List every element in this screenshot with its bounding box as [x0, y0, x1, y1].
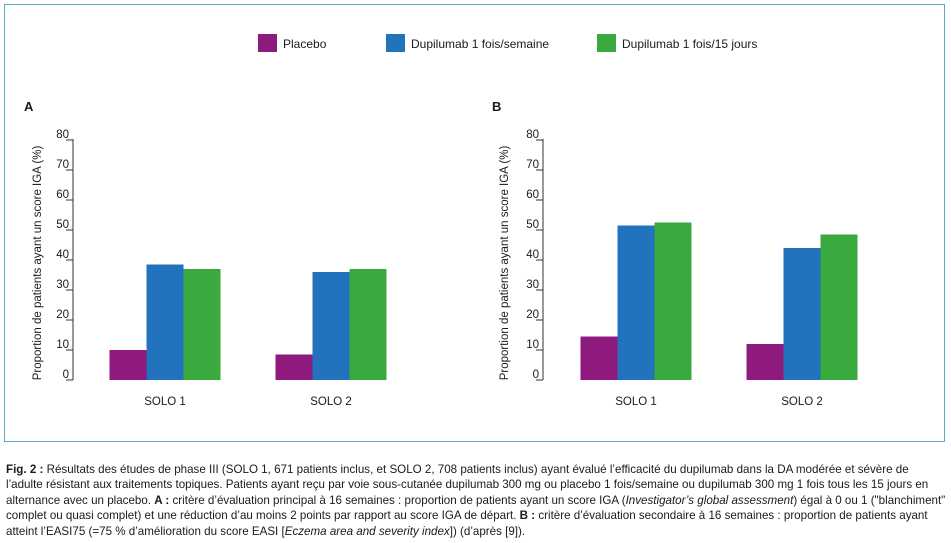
caption-text-2: critère d’évaluation principal à 16 sema… — [169, 493, 626, 507]
x-category-label: SOLO 2 — [781, 396, 823, 408]
caption-text-1: Résultats des études de phase III (SOLO … — [6, 463, 929, 507]
y-tick-label: 50 — [56, 219, 69, 231]
figure-chart: Placebo Dupilumab 1 fois/semaine Dupilumab… — [24, 34, 858, 408]
bar-solo2-series2 — [783, 248, 821, 380]
y-axis-title: Proportion de patients ayant un score IG… — [499, 146, 511, 381]
caption-text-4: critère d’évaluation secondaire à 16 sem… — [6, 509, 928, 538]
y-tick-label: 30 — [56, 279, 69, 291]
panel-a: A Proportion de patients ayant un score I… — [24, 99, 387, 408]
bar-solo1-series2 — [617, 225, 655, 380]
y-axis-title: Proportion de patients ayant un score IG… — [32, 146, 44, 381]
y-tick-label: 70 — [526, 159, 539, 171]
caption-label: Fig. 2 : — [6, 463, 44, 476]
y-tick-label: 50 — [526, 219, 539, 231]
panel-label: B — [492, 99, 501, 114]
y-tick-label: 40 — [56, 249, 69, 261]
caption-iga-definition: Investigator’s global assessment — [625, 493, 794, 507]
y-tick-label: 70 — [56, 159, 69, 171]
bar-solo2-series1 — [746, 344, 784, 380]
x-category-label: SOLO 2 — [310, 396, 352, 408]
legend-swatch-2 — [386, 34, 405, 52]
x-category-label: SOLO 1 — [144, 396, 186, 408]
bar-solo2-series3 — [349, 269, 387, 380]
y-tick-label: 80 — [56, 129, 69, 141]
legend-swatch-3 — [597, 34, 616, 52]
y-tick-label: 60 — [56, 189, 69, 201]
y-tick-label: 20 — [56, 309, 69, 321]
figure-frame — [4, 4, 945, 442]
panel-label: A — [24, 99, 34, 114]
y-tick-label: 10 — [56, 339, 69, 351]
bar-solo1-series1 — [109, 350, 147, 380]
y-tick-label: 40 — [526, 249, 539, 261]
caption-b-label: B : — [519, 509, 536, 523]
bar-solo1-series1 — [580, 336, 618, 380]
legend-label-1: Placebo — [283, 37, 327, 51]
y-tick-label: 60 — [526, 189, 539, 201]
caption-easi-definition: Eczema area and severity index — [284, 524, 450, 538]
caption-text-3: ) égal à 0 ou 1 ("blanchiment" complet o… — [6, 493, 946, 523]
y-tick-label: 30 — [526, 279, 539, 291]
bar-solo1-series3 — [654, 222, 692, 380]
bar-solo1-series3 — [183, 269, 221, 380]
bar-solo2-series2 — [312, 272, 350, 380]
panel-b: B Proportion de patients ayant un score I… — [492, 99, 858, 408]
bar-solo2-series3 — [820, 234, 858, 380]
legend-label-3: Dupilumab 1 fois/15 jours — [622, 37, 757, 51]
legend-label-2: Dupilumab 1 fois/semaine — [411, 37, 549, 51]
bar-solo2-series1 — [275, 354, 313, 380]
y-tick-label: 0 — [63, 369, 69, 381]
y-tick-label: 20 — [526, 309, 539, 321]
x-category-label: SOLO 1 — [615, 396, 657, 408]
y-tick-label: 80 — [526, 129, 539, 141]
caption-a-label: A : — [154, 493, 170, 507]
y-tick-label: 10 — [526, 339, 539, 351]
figure-caption: Fig. 2 : Résultats des études de phase I… — [6, 462, 946, 539]
caption-text-5: ]) (d’après [9]). — [449, 524, 526, 538]
bar-solo1-series2 — [146, 264, 184, 380]
y-tick-label: 0 — [533, 369, 539, 381]
legend: Placebo Dupilumab 1 fois/semaine Dupilumab… — [258, 34, 757, 52]
legend-swatch-1 — [258, 34, 277, 52]
